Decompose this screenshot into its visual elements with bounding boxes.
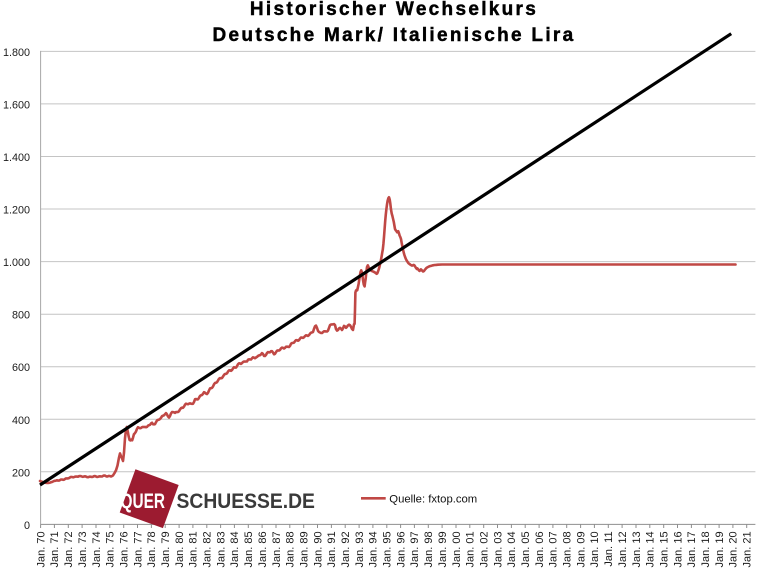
svg-text:Deutsche Mark/ Italienische Li: Deutsche Mark/ Italienische Lira	[213, 25, 576, 46]
svg-text:Jan. 86: Jan. 86	[257, 531, 269, 567]
svg-text:600: 600	[12, 362, 30, 374]
svg-text:Jan. 92: Jan. 92	[340, 531, 352, 567]
svg-text:Jan. 81: Jan. 81	[188, 531, 200, 567]
svg-text:QUER: QUER	[121, 489, 165, 513]
svg-text:Jan. 96: Jan. 96	[395, 531, 407, 567]
svg-text:200: 200	[12, 467, 30, 479]
svg-text:Jan. 82: Jan. 82	[202, 531, 214, 567]
svg-text:1.600: 1.600	[3, 99, 30, 111]
svg-text:Jan. 83: Jan. 83	[215, 531, 227, 567]
svg-text:Jan. 13: Jan. 13	[631, 531, 643, 567]
svg-text:Jan. 80: Jan. 80	[174, 531, 186, 567]
svg-text:Jan. 14: Jan. 14	[645, 531, 657, 567]
svg-text:Jan. 77: Jan. 77	[132, 531, 144, 567]
svg-text:Jan. 74: Jan. 74	[91, 531, 103, 567]
svg-text:Jan. 89: Jan. 89	[299, 531, 311, 567]
svg-text:Jan. 11: Jan. 11	[603, 531, 615, 566]
svg-text:Jan. 85: Jan. 85	[243, 531, 255, 567]
svg-text:Jan. 15: Jan. 15	[659, 531, 671, 567]
svg-text:Jan. 99: Jan. 99	[437, 531, 449, 567]
svg-text:1.200: 1.200	[3, 205, 30, 217]
svg-text:Jan. 79: Jan. 79	[160, 531, 172, 567]
svg-text:Jan. 20: Jan. 20	[728, 531, 740, 567]
svg-text:Jan. 04: Jan. 04	[506, 531, 518, 567]
svg-text:Jan. 06: Jan. 06	[534, 531, 546, 567]
svg-text:Jan. 75: Jan. 75	[105, 531, 117, 567]
svg-text:Jan. 19: Jan. 19	[714, 531, 726, 567]
svg-text:Jan. 95: Jan. 95	[382, 531, 394, 567]
svg-text:Jan. 17: Jan. 17	[686, 531, 698, 567]
svg-text:Quelle: fxtop.com: Quelle: fxtop.com	[389, 494, 477, 506]
svg-text:Jan. 08: Jan. 08	[562, 531, 574, 567]
svg-text:Jan. 91: Jan. 91	[326, 531, 338, 567]
svg-text:Jan. 76: Jan. 76	[119, 531, 131, 567]
svg-text:Jan. 00: Jan. 00	[451, 531, 463, 567]
svg-text:Jan. 93: Jan. 93	[354, 531, 366, 567]
svg-text:Jan. 98: Jan. 98	[423, 531, 435, 567]
svg-text:Jan. 16: Jan. 16	[672, 531, 684, 567]
svg-text:1.400: 1.400	[3, 152, 30, 164]
svg-text:SCHUESSE.DE: SCHUESSE.DE	[177, 490, 315, 513]
svg-text:Jan. 94: Jan. 94	[368, 531, 380, 567]
svg-text:1.000: 1.000	[3, 257, 30, 269]
svg-text:800: 800	[12, 310, 30, 322]
svg-text:Jan. 09: Jan. 09	[575, 531, 587, 567]
svg-text:Jan. 71: Jan. 71	[49, 531, 61, 567]
svg-text:Jan. 10: Jan. 10	[589, 531, 601, 567]
svg-text:Jan. 87: Jan. 87	[271, 531, 283, 567]
svg-text:Jan. 97: Jan. 97	[409, 531, 421, 567]
svg-text:Jan. 18: Jan. 18	[700, 531, 712, 567]
svg-text:Jan. 72: Jan. 72	[63, 531, 75, 567]
svg-text:Historischer Wechselkurs: Historischer Wechselkurs	[250, 0, 538, 20]
svg-text:Jan. 05: Jan. 05	[520, 531, 532, 567]
svg-text:Jan. 78: Jan. 78	[146, 531, 158, 567]
svg-text:Jan. 84: Jan. 84	[229, 531, 241, 567]
svg-text:Jan. 73: Jan. 73	[77, 531, 89, 567]
svg-text:Jan. 12: Jan. 12	[617, 531, 629, 567]
svg-text:0: 0	[24, 520, 30, 532]
svg-text:Jan. 21: Jan. 21	[742, 531, 754, 567]
svg-text:Jan. 90: Jan. 90	[312, 531, 324, 567]
svg-text:Jan. 02: Jan. 02	[479, 531, 491, 567]
svg-text:Jan. 01: Jan. 01	[465, 531, 477, 567]
svg-text:Jan. 03: Jan. 03	[492, 531, 504, 567]
svg-text:Jan. 70: Jan. 70	[35, 531, 47, 567]
svg-text:1.800: 1.800	[3, 47, 30, 59]
svg-text:Jan. 07: Jan. 07	[548, 531, 560, 567]
svg-text:400: 400	[12, 415, 30, 427]
svg-text:Jan. 88: Jan. 88	[285, 531, 297, 567]
